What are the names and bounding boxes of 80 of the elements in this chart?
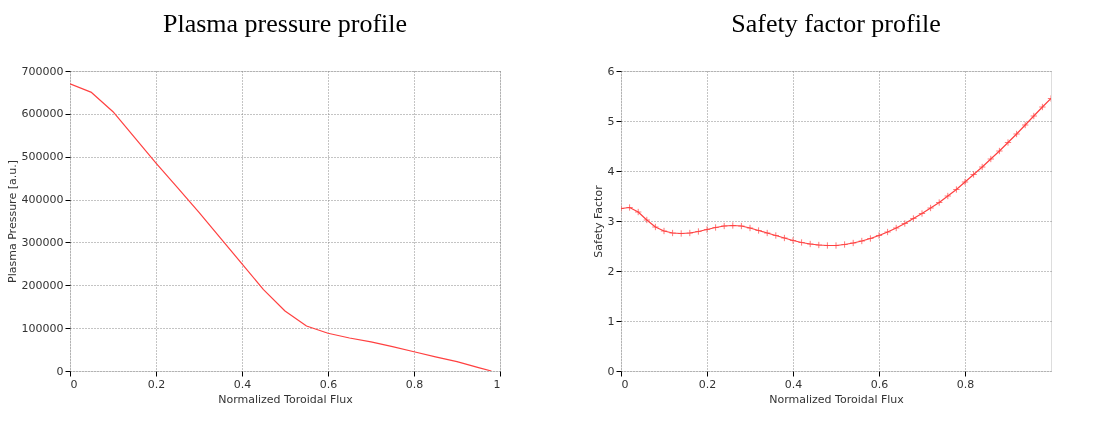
point bbox=[686, 229, 694, 237]
point bbox=[918, 209, 926, 218]
point bbox=[995, 147, 1004, 155]
y-tick-label: 700000 bbox=[21, 64, 64, 78]
y-tick-label: 300000 bbox=[21, 235, 64, 249]
point bbox=[746, 224, 754, 232]
point bbox=[858, 237, 866, 245]
point bbox=[625, 203, 634, 212]
x-tick-label: 0.2 bbox=[147, 377, 166, 391]
x-tick-label: 0.2 bbox=[698, 377, 717, 391]
point bbox=[729, 221, 737, 230]
y-tick-label: 0 bbox=[607, 364, 615, 378]
x-tick-label: 1 bbox=[493, 377, 501, 391]
y-tick-label: 600000 bbox=[21, 107, 64, 121]
point bbox=[1021, 121, 1029, 129]
point bbox=[720, 222, 728, 230]
point bbox=[935, 198, 943, 207]
x-tick-label: 0.6 bbox=[319, 377, 338, 391]
point bbox=[926, 204, 935, 212]
point bbox=[694, 227, 703, 236]
point bbox=[763, 229, 771, 237]
y-tick-label: 0 bbox=[56, 364, 64, 378]
y-tick-label: 500000 bbox=[21, 150, 64, 164]
point bbox=[634, 208, 642, 216]
point bbox=[961, 178, 969, 186]
point bbox=[806, 240, 814, 248]
point bbox=[1004, 138, 1012, 147]
point bbox=[987, 155, 995, 163]
y-axis-title: Plasma Pressure [a.u.] bbox=[5, 160, 19, 283]
point bbox=[797, 238, 806, 247]
point bbox=[754, 226, 763, 235]
x-tick-label: 0 bbox=[70, 377, 78, 391]
point bbox=[703, 225, 711, 234]
y-tick-label: 4 bbox=[607, 164, 615, 178]
y-axis-title: Safety Factor bbox=[591, 184, 605, 258]
point bbox=[909, 214, 918, 223]
line-series bbox=[70, 83, 492, 371]
point bbox=[651, 223, 660, 231]
point bbox=[883, 228, 892, 236]
point bbox=[978, 163, 986, 171]
point bbox=[901, 219, 909, 228]
point bbox=[1038, 103, 1047, 111]
point bbox=[892, 224, 900, 232]
point bbox=[875, 231, 883, 240]
point bbox=[815, 241, 823, 249]
point bbox=[1030, 112, 1038, 120]
x-tick-label: 0 bbox=[621, 377, 629, 391]
point bbox=[660, 227, 668, 235]
point bbox=[969, 170, 978, 179]
y-tick-label: 3 bbox=[607, 214, 615, 228]
point bbox=[737, 222, 746, 230]
point bbox=[668, 229, 677, 237]
y-tick-label: 6 bbox=[607, 64, 615, 78]
y-tick-label: 2 bbox=[607, 264, 615, 278]
x-tick-label: 0.4 bbox=[784, 377, 803, 391]
point bbox=[952, 185, 961, 194]
y-tick-label: 5 bbox=[607, 114, 615, 128]
point bbox=[840, 240, 849, 249]
chart-title: Plasma pressure profile bbox=[162, 9, 408, 38]
x-tick-label: 0.8 bbox=[405, 377, 424, 391]
point bbox=[789, 236, 797, 245]
y-tick-label: 400000 bbox=[21, 193, 64, 207]
x-axis-title: Normalized Toroidal Flux bbox=[218, 392, 354, 406]
x-tick-label: 0.6 bbox=[870, 377, 889, 391]
point bbox=[643, 216, 651, 224]
point bbox=[866, 234, 875, 243]
point bbox=[944, 192, 952, 200]
x-tick-label: 0.4 bbox=[233, 377, 252, 391]
point bbox=[677, 229, 685, 238]
point bbox=[711, 223, 720, 232]
point bbox=[772, 231, 780, 240]
y-tick-label: 100000 bbox=[21, 321, 64, 335]
point bbox=[849, 239, 857, 247]
y-tick-label: 200000 bbox=[21, 278, 64, 292]
y-tick-label: 1 bbox=[607, 314, 615, 328]
point bbox=[780, 234, 789, 242]
point bbox=[1012, 130, 1021, 138]
chart-title: Safety factor profile bbox=[731, 9, 941, 38]
x-tick-label: 0.8 bbox=[956, 377, 975, 391]
x-axis-title: Normalized Toroidal Flux bbox=[769, 392, 905, 406]
